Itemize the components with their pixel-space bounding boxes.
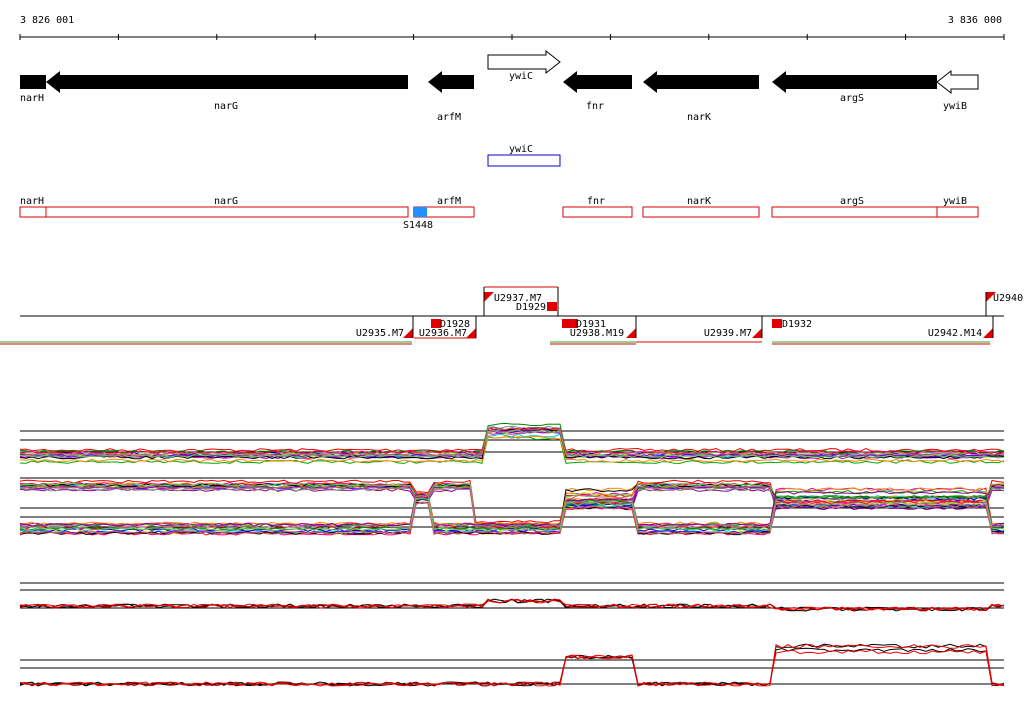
gene-label: ywiB: [943, 101, 967, 112]
gene-label: narG: [214, 101, 238, 112]
segment-label: U2937.M7: [494, 293, 542, 304]
segment-label: D1932: [782, 319, 812, 330]
trace: [19, 435, 1005, 463]
gene-label: arfM: [437, 112, 461, 123]
trace: [19, 426, 1005, 456]
gene-label: narH: [20, 93, 44, 104]
expression-traces: [19, 422, 1005, 687]
segment-label: U2940: [993, 293, 1023, 304]
site-label: S1448: [403, 220, 433, 231]
gene-label: narK: [687, 112, 711, 123]
track-label: ywiC: [509, 144, 533, 155]
annotation-boxes: [19, 206, 979, 218]
gene-label: ywiB: [943, 196, 967, 207]
segment-track: [0, 286, 1004, 345]
gene-label: fnr: [587, 196, 605, 207]
segment-label: U2935.M7: [356, 328, 404, 339]
segment-label: U2939.M7: [704, 328, 752, 339]
gene-label: narG: [214, 196, 238, 207]
trace: [19, 598, 1005, 612]
segment-label: U2936.M7: [419, 328, 467, 339]
site-mark: [413, 207, 427, 217]
gene-label: fnr: [586, 101, 604, 112]
gene-label: narK: [687, 196, 711, 207]
gene-label: narH: [20, 196, 44, 207]
segment-label: D1929: [516, 302, 546, 313]
gene-label: argS: [840, 93, 864, 104]
segment-label: U2938.M19: [570, 328, 624, 339]
ruler: [19, 34, 1005, 40]
trace: [19, 501, 1004, 535]
trace: [19, 491, 1004, 527]
trace: [20, 429, 1005, 459]
trace: [19, 643, 1005, 687]
gene-arrows: [20, 49, 979, 95]
gene-label: ywiC: [509, 71, 533, 82]
segment-label: D1931: [576, 319, 606, 330]
trace: [19, 494, 1005, 529]
ruler-end: 3 836 000: [948, 15, 1002, 26]
ruler-start: 3 826 001: [20, 15, 74, 26]
trace: [19, 498, 1005, 532]
trace: [19, 647, 1005, 687]
trace: [19, 422, 1005, 454]
gene-label: arfM: [437, 196, 461, 207]
segment-label: U2942.M14: [928, 328, 982, 339]
gene-label: argS: [840, 196, 864, 207]
trace: [19, 487, 1005, 532]
segment-label: D1928: [440, 319, 470, 330]
trace: [19, 428, 1005, 455]
ywic-box: [487, 154, 561, 167]
trace: [19, 487, 1005, 526]
